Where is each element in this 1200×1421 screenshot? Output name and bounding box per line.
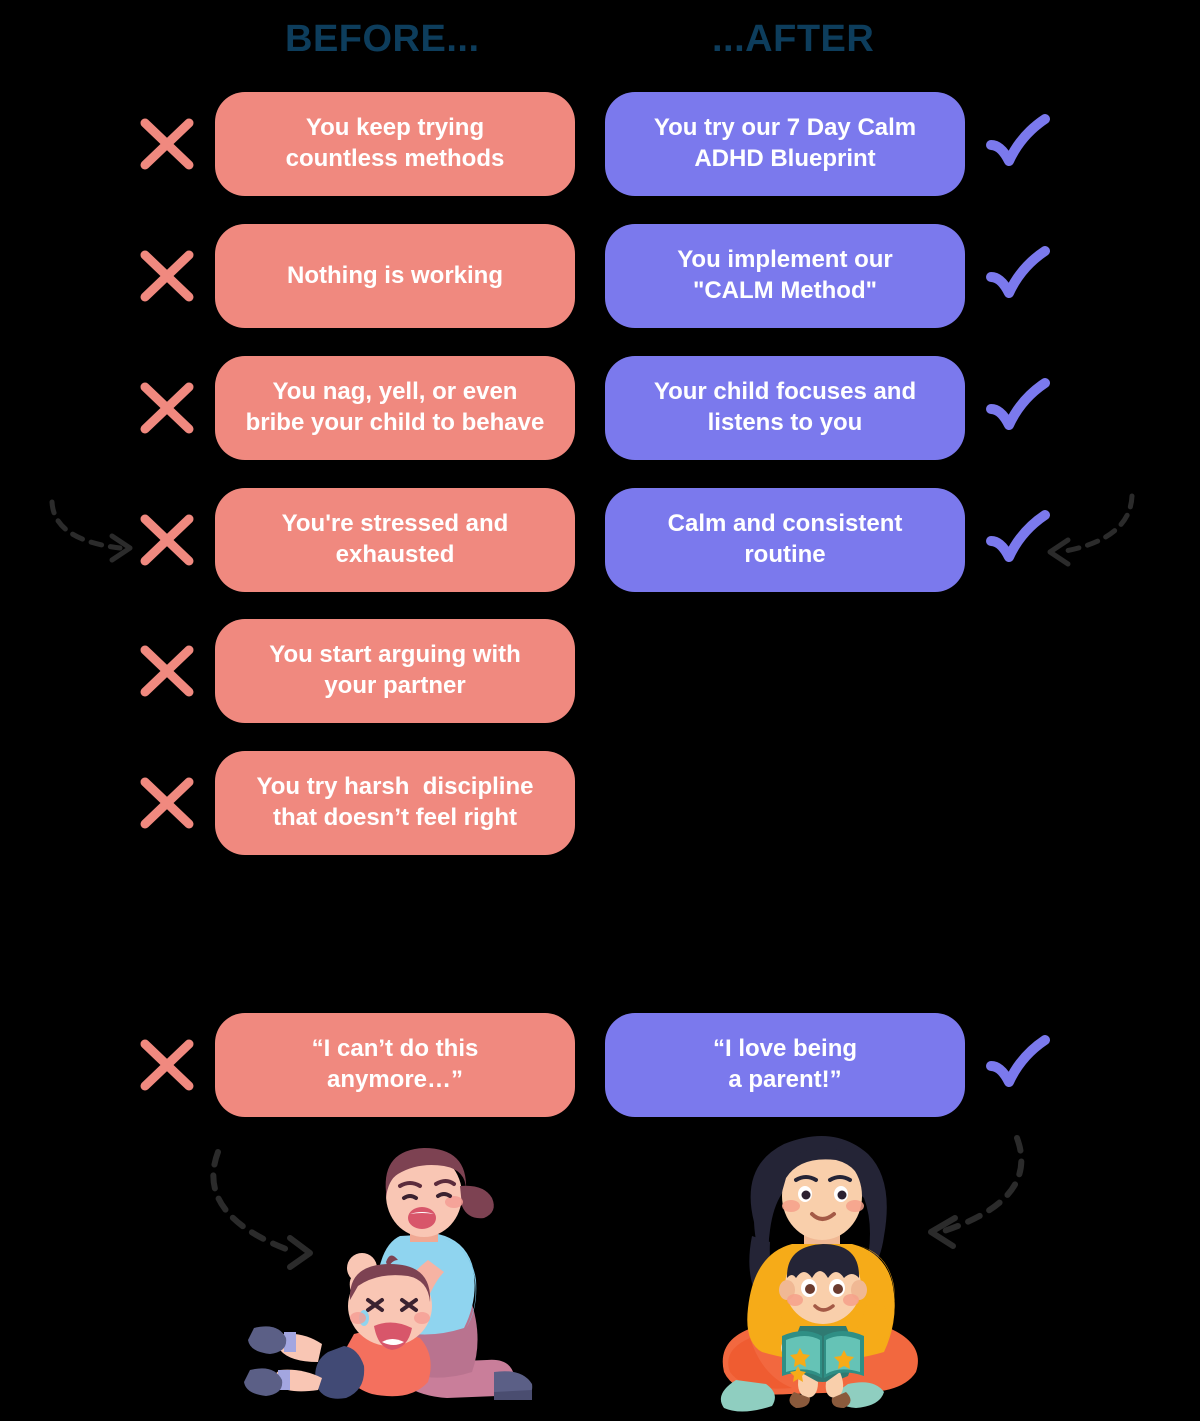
after-column-title: ...AFTER (712, 18, 875, 60)
before-card-6-line2: that doesn’t feel right (272, 804, 517, 831)
x-mark-icon (140, 514, 194, 566)
comparison-row-4: You're stressed and exhausted Calm and c… (0, 488, 1200, 592)
after-card-4-line1: Calm and consistent (667, 510, 903, 538)
after-quote-line1: “I love being (712, 1035, 858, 1063)
after-card-3: Your child focuses and listens to you (605, 356, 965, 460)
x-mark-icon (140, 777, 194, 829)
after-card-1-line2: ADHD Blueprint (694, 145, 876, 172)
after-card-1: You try our 7 Day Calm ADHD Blueprint (605, 92, 965, 196)
check-mark-icon (986, 1035, 1050, 1087)
before-card-4-line2: exhausted (335, 541, 455, 568)
before-card-6-line1: You try harsh discipline (256, 773, 534, 801)
check-mark-icon (986, 114, 1050, 166)
x-mark-icon (140, 1039, 194, 1091)
after-card-1-line1: You try our 7 Day Calm (653, 114, 917, 142)
before-column-title: BEFORE... (285, 18, 480, 60)
before-card-1: You keep trying countless methods (215, 92, 575, 196)
dashed-arrow-left-icon (1047, 493, 1135, 567)
before-card-4: You're stressed and exhausted (215, 488, 575, 592)
before-card-5-line1: You start arguing with (269, 641, 521, 669)
after-card-3-line1: Your child focuses and (653, 378, 917, 406)
after-card-2: You implement our "CALM Method" (605, 224, 965, 328)
after-quote-line2: a parent!” (728, 1066, 842, 1093)
check-mark-icon (986, 510, 1050, 562)
check-mark-icon (986, 246, 1050, 298)
comparison-row-2: Nothing is working You implement our "CA… (0, 224, 1200, 328)
before-card-2-line1: Nothing is working (287, 261, 503, 289)
before-card-2: Nothing is working (215, 224, 575, 328)
before-quote-line2: anymore…” (326, 1066, 464, 1093)
stressed-parent-with-crying-child-illustration (244, 1148, 533, 1400)
before-quote-line1: “I can’t do this (311, 1035, 479, 1063)
x-mark-icon (140, 250, 194, 302)
before-card-1-line2: countless methods (285, 145, 505, 172)
dashed-arrow-right-icon (49, 499, 133, 563)
comparison-row-6: You try harsh discipline that doesn’t fe… (0, 751, 1200, 855)
before-quote-card: “I can’t do this anymore…” (215, 1013, 575, 1117)
before-card-3-line2: bribe your child to behave (245, 409, 545, 436)
comparison-row-1: You keep trying countless methods You tr… (0, 92, 1200, 196)
quote-row: “I can’t do this anymore…” “I love being… (0, 1013, 1200, 1117)
before-card-5-line2: your partner (324, 672, 466, 699)
x-mark-icon (140, 645, 194, 697)
check-mark-icon (986, 378, 1050, 430)
before-card-1-line1: You keep trying (305, 114, 485, 142)
comparison-row-3: You nag, yell, or even bribe your child … (0, 356, 1200, 460)
before-card-4-line1: You're stressed and (281, 510, 509, 538)
after-card-4: Calm and consistent routine (605, 488, 965, 592)
after-card-2-line2: "CALM Method" (692, 277, 878, 304)
comparison-row-5: You start arguing with your partner (0, 619, 1200, 723)
calm-parent-reading-to-child-illustration (720, 1136, 918, 1412)
after-card-2-line1: You implement our (677, 246, 893, 274)
after-card-4-line2: routine (744, 541, 826, 568)
x-mark-icon (140, 382, 194, 434)
before-card-5: You start arguing with your partner (215, 619, 575, 723)
before-card-6: You try harsh discipline that doesn’t fe… (215, 751, 575, 855)
before-card-3-line1: You nag, yell, or even (272, 378, 518, 406)
after-quote-card: “I love being a parent!” (605, 1013, 965, 1117)
after-card-3-line2: listens to you (707, 409, 863, 436)
before-card-3: You nag, yell, or even bribe your child … (215, 356, 575, 460)
x-mark-icon (140, 118, 194, 170)
